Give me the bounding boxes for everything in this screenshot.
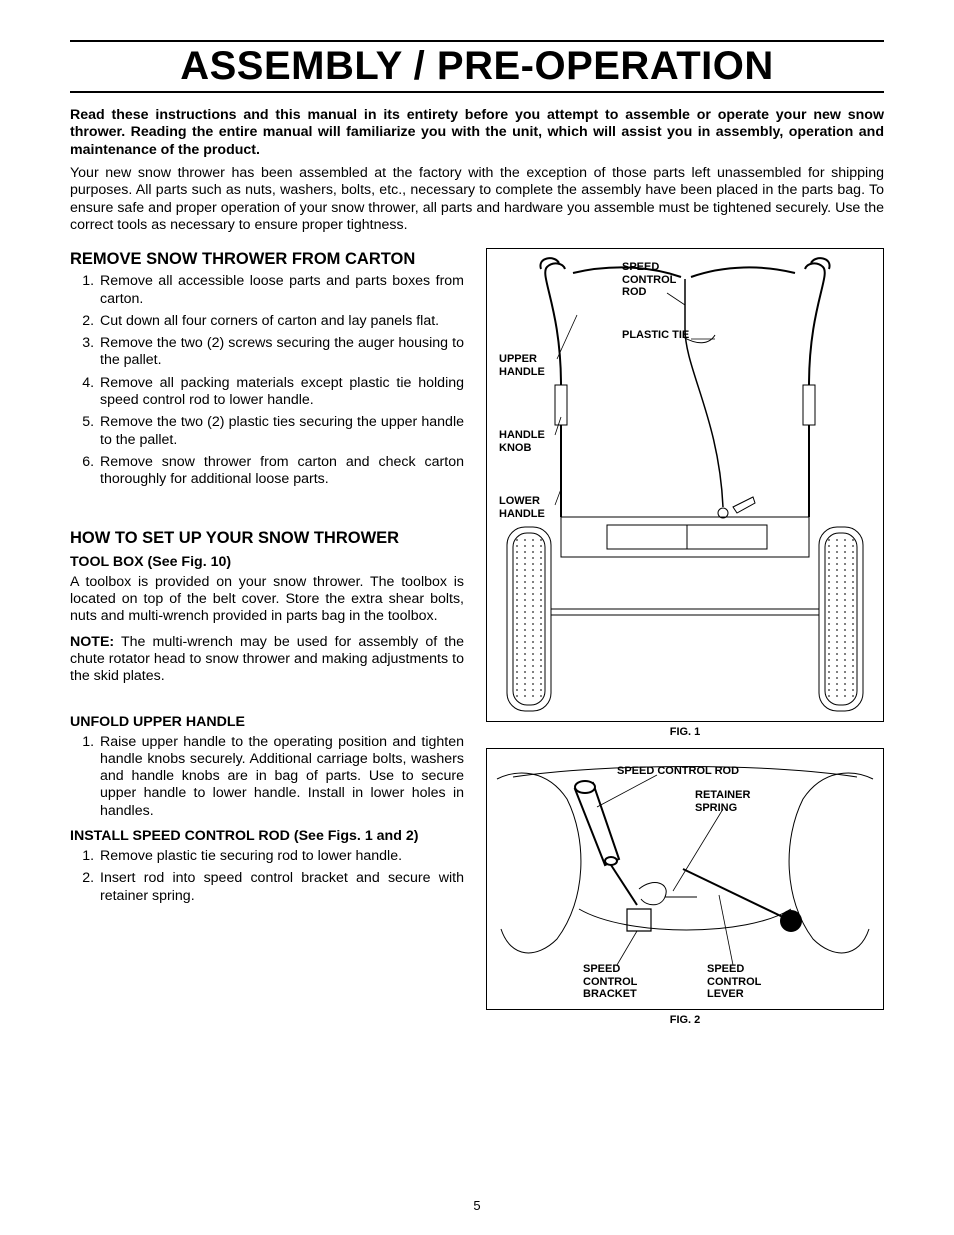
subheading-unfold: UNFOLD UPPER HANDLE [70, 714, 464, 730]
list-item: Remove plastic tie securing rod to lower… [98, 848, 464, 865]
fig2-label-retainer-spring: RETAINER SPRING [695, 789, 750, 814]
figure-2-illustration [487, 749, 883, 1007]
fig1-label-speed-control-rod: SPEED CONTROL ROD [622, 261, 676, 299]
left-column: REMOVE SNOW THROWER FROM CARTON Remove a… [70, 244, 464, 1026]
fig1-label-upper-handle: UPPER HANDLE [499, 353, 545, 378]
list-item: Remove all accessible loose parts and pa… [98, 273, 464, 308]
fig1-label-handle-knob: HANDLE KNOB [499, 429, 545, 454]
list-item: Insert rod into speed control bracket an… [98, 870, 464, 905]
list-item: Raise upper handle to the operating posi… [98, 734, 464, 821]
page: ASSEMBLY / PRE-OPERATION Read these inst… [0, 0, 954, 1235]
right-column: SPEED CONTROL ROD PLASTIC TIE UPPER HAND… [486, 244, 884, 1026]
note-text: The multi-wrench may be used for assembl… [70, 634, 464, 685]
fig2-label-speed-control-rod: SPEED CONTROL ROD [617, 765, 739, 778]
list-item: Remove snow thrower from carton and chec… [98, 454, 464, 489]
page-number: 5 [0, 1198, 954, 1213]
list-item: Cut down all four corners of carton and … [98, 313, 464, 330]
figure-1-caption: FIG. 1 [486, 726, 884, 738]
note-label: NOTE: [70, 634, 114, 650]
intro-paragraph: Your new snow thrower has been assembled… [70, 165, 884, 234]
section-heading-remove: REMOVE SNOW THROWER FROM CARTON [70, 250, 464, 269]
page-title: ASSEMBLY / PRE-OPERATION [70, 44, 884, 91]
list-item: Remove all packing materials except plas… [98, 375, 464, 410]
note-paragraph: NOTE: The multi-wrench may be used for a… [70, 634, 464, 686]
title-rule-top [70, 40, 884, 42]
fig2-label-speed-control-bracket: SPEED CONTROL BRACKET [583, 963, 637, 1001]
toolbox-paragraph: A toolbox is provided on your snow throw… [70, 574, 464, 626]
install-steps-list: Remove plastic tie securing rod to lower… [70, 848, 464, 905]
list-item: Remove the two (2) screws securing the a… [98, 335, 464, 370]
figure-2: SPEED CONTROL ROD RETAINER SPRING SPEED … [486, 748, 884, 1010]
subheading-toolbox: TOOL BOX (See Fig. 10) [70, 554, 464, 570]
fig1-label-lower-handle: LOWER HANDLE [499, 495, 545, 520]
unfold-steps-list: Raise upper handle to the operating posi… [70, 734, 464, 821]
figure-1-illustration [487, 249, 883, 719]
remove-steps-list: Remove all accessible loose parts and pa… [70, 273, 464, 488]
fig1-label-plastic-tie: PLASTIC TIE [622, 329, 689, 342]
intro-bold-paragraph: Read these instructions and this manual … [70, 107, 884, 159]
title-rule-bottom [70, 91, 884, 93]
figure-2-caption: FIG. 2 [486, 1014, 884, 1026]
fig2-label-speed-control-lever: SPEED CONTROL LEVER [707, 963, 761, 1001]
figure-1: SPEED CONTROL ROD PLASTIC TIE UPPER HAND… [486, 248, 884, 722]
two-column-layout: REMOVE SNOW THROWER FROM CARTON Remove a… [70, 244, 884, 1026]
subheading-install: INSTALL SPEED CONTROL ROD (See Figs. 1 a… [70, 828, 464, 844]
list-item: Remove the two (2) plastic ties securing… [98, 414, 464, 449]
section-heading-setup: HOW TO SET UP YOUR SNOW THROWER [70, 529, 464, 548]
